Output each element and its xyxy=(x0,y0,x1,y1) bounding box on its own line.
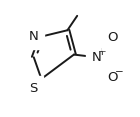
Text: +: + xyxy=(98,47,107,57)
Text: N: N xyxy=(92,51,102,64)
Text: S: S xyxy=(29,82,37,95)
Text: O: O xyxy=(108,31,118,44)
Text: N: N xyxy=(28,30,38,43)
Text: O: O xyxy=(108,71,118,84)
Text: −: − xyxy=(115,67,123,77)
